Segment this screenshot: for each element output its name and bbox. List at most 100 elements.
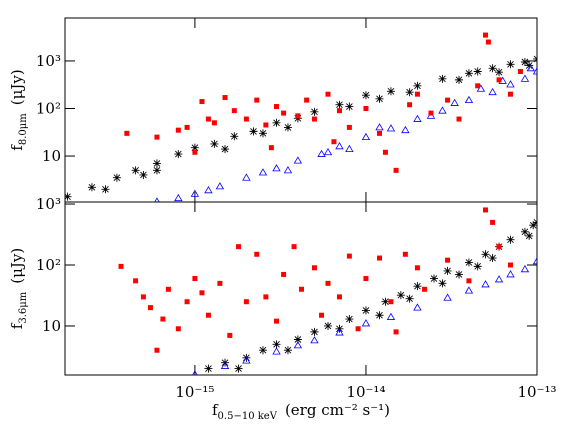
- asterisk-point: [272, 340, 281, 349]
- square-point: [336, 108, 342, 114]
- triangle-point: [283, 166, 293, 174]
- asterisk-point: [396, 291, 405, 300]
- square-point: [222, 95, 228, 101]
- asterisk-point: [293, 335, 302, 344]
- asterisk-point: [525, 231, 534, 240]
- square-point: [254, 251, 260, 257]
- square-point: [199, 99, 205, 105]
- square-point: [319, 312, 325, 318]
- triangle-point: [532, 67, 537, 75]
- y-tick-label: 10: [42, 147, 61, 165]
- triangle-point: [361, 132, 371, 141]
- asterisk-point: [375, 94, 384, 103]
- y-axis-label: f8.0μm (μJy): [8, 69, 29, 150]
- triangle-point: [413, 114, 422, 122]
- triangle-point: [154, 197, 160, 202]
- triangle-point: [386, 124, 396, 132]
- square-point: [355, 326, 361, 332]
- square-point: [268, 145, 274, 151]
- asterisk-point: [386, 87, 395, 96]
- triangle-point: [220, 361, 230, 369]
- asterisk-point: [87, 183, 96, 192]
- square-point: [311, 265, 317, 271]
- asterisk-point: [293, 114, 302, 123]
- triangle-point: [386, 312, 396, 320]
- asterisk-point: [249, 127, 258, 136]
- y-label-main: f: [8, 144, 26, 151]
- square-point: [175, 326, 181, 332]
- x-label-unit: (erg cm⁻² s⁻¹): [285, 401, 390, 419]
- y-tick-label: 10²: [36, 256, 61, 274]
- asterisk-point: [413, 81, 422, 90]
- square-point: [147, 305, 153, 311]
- asterisk-point: [430, 274, 439, 283]
- asterisk-point: [438, 279, 447, 288]
- square-point: [281, 110, 287, 116]
- square-point: [490, 219, 496, 225]
- asterisk-point: [310, 107, 319, 116]
- asterisk-point: [101, 185, 110, 194]
- square-point: [508, 262, 514, 268]
- asterisk-point: [529, 221, 537, 230]
- asterisk-point: [221, 145, 230, 154]
- square-point: [331, 139, 337, 145]
- triangle-point: [192, 370, 198, 375]
- square-point: [165, 286, 171, 292]
- asterisk-point: [495, 68, 504, 77]
- square-point: [140, 294, 146, 300]
- asterisk-point: [258, 346, 267, 355]
- square-point: [133, 278, 139, 284]
- asterisk-point: [375, 311, 384, 320]
- asterisk-point: [405, 294, 414, 303]
- square-point: [192, 149, 198, 155]
- triangle-point: [242, 173, 251, 181]
- triangle-point: [272, 347, 281, 355]
- asterisk-point: [131, 166, 140, 175]
- asterisk-point: [506, 60, 515, 69]
- square-point: [311, 116, 317, 122]
- triangle-point: [481, 280, 490, 288]
- y-label-unit: (μJy): [8, 69, 26, 105]
- square-point: [346, 253, 352, 259]
- square-point: [325, 91, 331, 97]
- asterisk-point: [324, 321, 333, 330]
- asterisk-point: [190, 143, 199, 152]
- x-tick-label: 10⁻¹⁴: [346, 383, 385, 401]
- square-point: [211, 120, 217, 126]
- square-point: [184, 299, 190, 305]
- asterisk-point: [335, 100, 344, 109]
- square-point: [445, 97, 451, 103]
- triangle-point: [190, 189, 200, 197]
- square-point: [291, 244, 297, 250]
- square-point: [422, 286, 428, 292]
- square-point: [231, 108, 237, 114]
- x-label-main: f: [212, 401, 219, 419]
- triangle-point: [532, 257, 537, 265]
- square-point: [483, 207, 489, 213]
- triangle-point: [375, 123, 384, 131]
- triangle-point: [526, 64, 536, 72]
- square-point: [205, 312, 211, 318]
- triangle-point: [464, 286, 474, 294]
- asterisk-point: [230, 132, 239, 141]
- triangle-point: [335, 328, 344, 336]
- square-point: [414, 265, 420, 271]
- y-label-sub: 3.6μm: [18, 291, 29, 323]
- square-point: [466, 278, 472, 284]
- asterisk-point: [438, 74, 447, 83]
- triangle-point: [310, 336, 319, 344]
- square-point: [402, 251, 408, 257]
- triangle-point: [174, 193, 183, 202]
- asterisk-point: [455, 75, 464, 84]
- square-point: [393, 167, 399, 173]
- triangle-point: [204, 186, 213, 194]
- triangle-point: [345, 144, 354, 152]
- square-point: [407, 102, 413, 108]
- triangle-point: [494, 275, 504, 283]
- square-point: [376, 130, 382, 136]
- asterisk-point: [283, 346, 292, 355]
- square-point: [184, 124, 190, 130]
- plot-area: [65, 32, 537, 202]
- asterisk-point: [152, 159, 161, 168]
- triangle-point: [450, 98, 459, 106]
